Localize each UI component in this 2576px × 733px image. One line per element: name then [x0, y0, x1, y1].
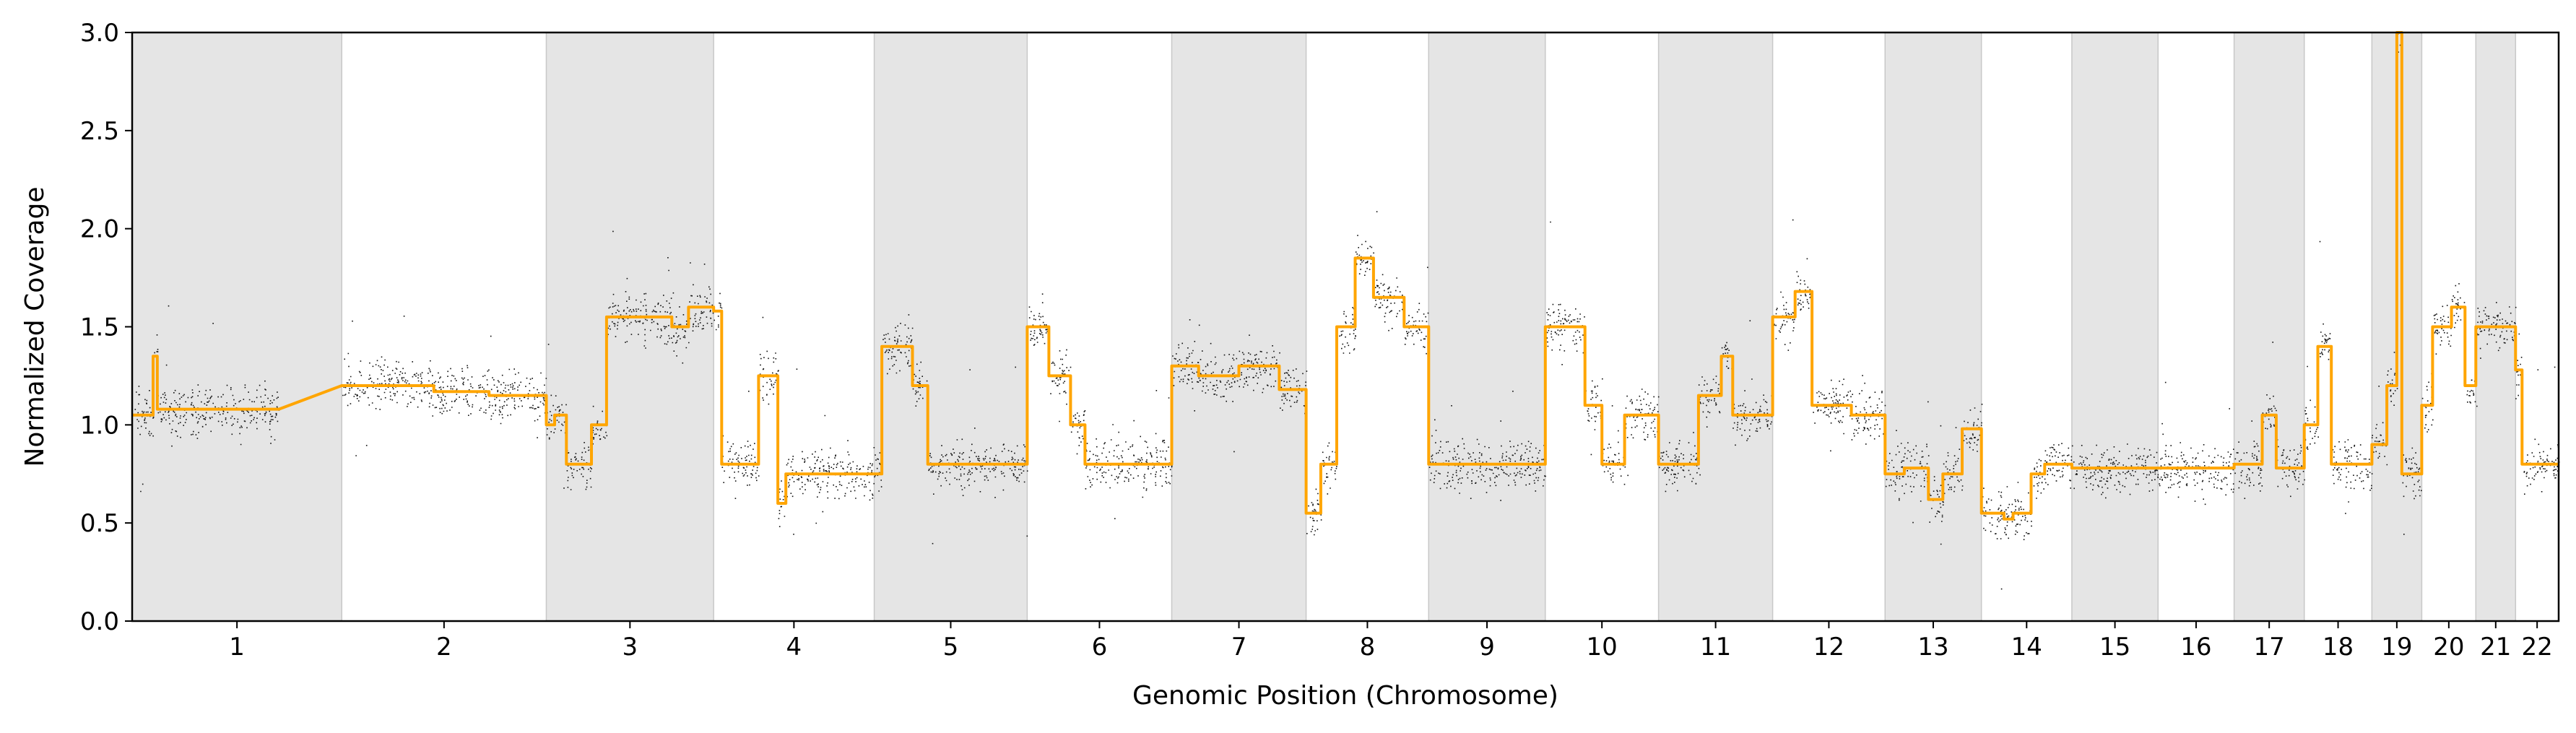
x-tick-label-12: 12 [1813, 633, 1844, 662]
x-tick-label-20: 20 [2433, 633, 2464, 662]
coverage-points [134, 32, 2560, 590]
y-tick-label-3.0: 3.0 [80, 19, 119, 48]
x-tick-label-19: 19 [2381, 633, 2412, 662]
x-tick-label-7: 7 [1231, 633, 1247, 662]
chromosome-band-5 [873, 32, 1028, 622]
x-tick-label-14: 14 [2011, 633, 2042, 662]
chromosome-band-11 [1657, 32, 1774, 622]
y-tick-label-2.0: 2.0 [80, 215, 119, 244]
x-tick-label-3: 3 [623, 633, 638, 662]
x-tick-label-2: 2 [436, 633, 452, 662]
y-axis-ticks: 0.0 0.5 1.0 1.5 2.0 2.5 3.0 [80, 19, 132, 636]
x-tick-label-17: 17 [2254, 633, 2285, 662]
y-tick-label-1.5: 1.5 [80, 313, 119, 342]
x-tick-label-10: 10 [1587, 633, 1618, 662]
coverage-point-cloud [134, 32, 2560, 590]
x-tick-label-1: 1 [229, 633, 245, 662]
x-tick-label-4: 4 [786, 633, 802, 662]
chromosome-shading [131, 32, 2517, 622]
chromosome-band-1 [131, 32, 342, 622]
x-tick-label-15: 15 [2099, 633, 2130, 662]
y-tick-label-0.0: 0.0 [80, 607, 119, 636]
x-axis-label: Genomic Position (Chromosome) [1132, 681, 1558, 711]
y-tick-label-1.0: 1.0 [80, 411, 119, 440]
x-tick-label-6: 6 [1092, 633, 1108, 662]
chromosome-band-17 [2233, 32, 2305, 622]
x-tick-label-21: 21 [2480, 633, 2511, 662]
x-tick-label-8: 8 [1360, 633, 1376, 662]
x-tick-label-22: 22 [2522, 633, 2553, 662]
chromosome-band-9 [1428, 32, 1546, 622]
y-axis-label: Normalized Coverage [20, 186, 50, 467]
x-tick-label-13: 13 [1917, 633, 1948, 662]
chromosome-band-13 [1884, 32, 1982, 622]
x-tick-label-16: 16 [2180, 633, 2211, 662]
segmentation-line [132, 31, 2559, 521]
x-tick-label-18: 18 [2323, 633, 2354, 662]
x-tick-label-11: 11 [1700, 633, 1731, 662]
x-tick-label-9: 9 [1479, 633, 1495, 662]
chromosome-band-15 [2071, 32, 2159, 622]
y-tick-label-2.5: 2.5 [80, 117, 119, 146]
x-axis-ticks: 1 2 3 4 5 6 7 8 9 10 11 12 13 14 15 16 17 18 19 20 21 22 [229, 621, 2553, 662]
chromosome-band-7 [1171, 32, 1307, 622]
segmentation-path [132, 31, 2559, 521]
x-tick-label-5: 5 [943, 633, 959, 662]
y-tick-label-0.5: 0.5 [80, 509, 119, 538]
